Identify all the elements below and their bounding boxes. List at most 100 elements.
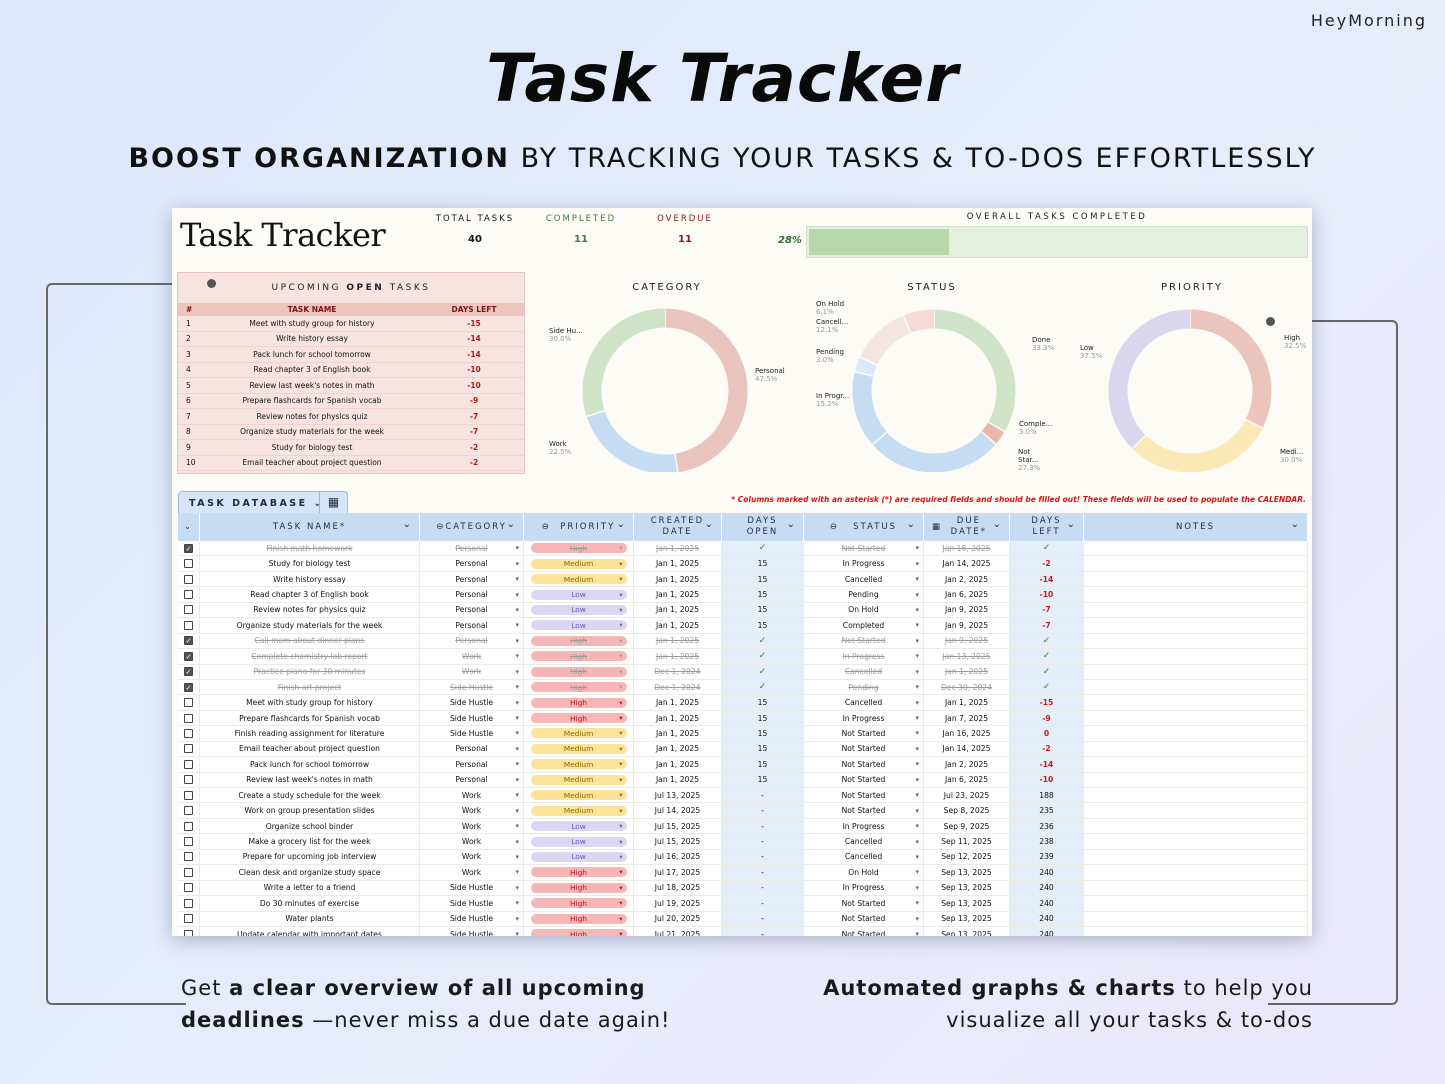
status-select[interactable]: Not Started [804, 726, 924, 741]
row-checkbox[interactable]: ✓ [184, 651, 193, 661]
notes-cell[interactable] [1084, 710, 1308, 726]
category-select[interactable]: Work [420, 803, 524, 818]
task-name-cell[interactable]: Make a grocery list for the week [200, 834, 420, 849]
status-select[interactable]: Not Started [804, 911, 924, 926]
category-select[interactable]: Side Hustle [420, 679, 524, 695]
category-select[interactable]: Side Hustle [420, 926, 524, 936]
priority-select[interactable]: Low [530, 620, 627, 631]
created-date-cell[interactable]: Jan 1, 2025 [634, 710, 722, 726]
notes-cell[interactable] [1084, 880, 1308, 896]
priority-select[interactable]: Low [530, 836, 627, 847]
task-name-cell[interactable]: Review notes for physics quiz [200, 602, 420, 618]
tab-task-database[interactable]: TASK DATABASE ⌄ ▦ [178, 491, 348, 513]
row-checkbox[interactable] [184, 759, 193, 769]
notes-cell[interactable] [1084, 587, 1308, 602]
task-name-cell[interactable]: Study for biology test [200, 556, 420, 571]
status-select[interactable]: Not Started [804, 741, 924, 757]
category-select[interactable]: Personal [420, 757, 524, 772]
due-date-cell[interactable]: Sep 8, 2025 [924, 803, 1010, 818]
header-priority[interactable]: ⊖ PRIORITY [524, 513, 634, 541]
row-checkbox[interactable] [184, 559, 193, 569]
due-date-cell[interactable]: Sep 13, 2025 [924, 880, 1010, 896]
status-select[interactable]: In Progress [804, 880, 924, 896]
row-checkbox[interactable] [184, 867, 193, 877]
created-date-cell[interactable]: Jul 14, 2025 [634, 803, 722, 818]
priority-select[interactable]: Medium [530, 574, 627, 585]
due-date-cell[interactable]: Sep 11, 2025 [924, 834, 1010, 849]
status-select[interactable]: On Hold [804, 602, 924, 618]
header-due-date[interactable]: ▦ DUE DATE* [924, 513, 1010, 541]
priority-select[interactable]: High [530, 913, 627, 924]
task-name-cell[interactable]: Read chapter 3 of English book [200, 587, 420, 602]
row-checkbox[interactable] [184, 744, 193, 754]
category-select[interactable]: Work [420, 649, 524, 664]
row-checkbox[interactable] [184, 574, 193, 584]
status-select[interactable]: Cancelled [804, 571, 924, 587]
notes-cell[interactable] [1084, 926, 1308, 936]
status-select[interactable]: Pending [804, 679, 924, 695]
status-select[interactable]: Not Started [804, 788, 924, 803]
category-select[interactable]: Personal [420, 556, 524, 571]
priority-select[interactable]: High [530, 898, 627, 909]
priority-select[interactable]: High [530, 651, 627, 662]
due-date-cell[interactable]: Jan 16, 2025 [924, 541, 1010, 556]
created-date-cell[interactable]: Dec 1, 2024 [634, 664, 722, 679]
priority-select[interactable]: Medium [530, 790, 627, 801]
priority-select[interactable]: High [530, 713, 627, 724]
notes-cell[interactable] [1084, 649, 1308, 664]
priority-select[interactable]: High [530, 666, 627, 677]
due-date-cell[interactable]: Jan 13, 2025 [924, 649, 1010, 664]
status-select[interactable]: Cancelled [804, 849, 924, 865]
category-select[interactable]: Side Hustle [420, 896, 524, 911]
due-date-cell[interactable]: Sep 12, 2025 [924, 849, 1010, 865]
created-date-cell[interactable]: Jul 13, 2025 [634, 788, 722, 803]
category-select[interactable]: Personal [420, 633, 524, 649]
header-status[interactable]: ⊖ STATUS [804, 513, 924, 541]
task-name-cell[interactable]: Complete chemistry lab report [200, 649, 420, 664]
notes-cell[interactable] [1084, 757, 1308, 772]
task-name-cell[interactable]: Pack lunch for school tomorrow [200, 757, 420, 772]
status-select[interactable]: Not Started [804, 896, 924, 911]
category-select[interactable]: Work [420, 849, 524, 865]
due-date-cell[interactable]: Sep 13, 2025 [924, 896, 1010, 911]
row-checkbox[interactable] [184, 821, 193, 831]
created-date-cell[interactable]: Jan 1, 2025 [634, 695, 722, 710]
due-date-cell[interactable]: Dec 30, 2024 [924, 679, 1010, 695]
priority-select[interactable]: High [530, 543, 627, 554]
header-category[interactable]: ⊖ CATEGORY [420, 513, 524, 541]
row-checkbox[interactable] [184, 620, 193, 630]
row-checkbox[interactable]: ✓ [184, 636, 193, 646]
task-name-cell[interactable]: Practice piano for 30 minutes [200, 664, 420, 679]
category-select[interactable]: Work [420, 664, 524, 679]
task-name-cell[interactable]: Clean desk and organize study space [200, 865, 420, 880]
created-date-cell[interactable]: Jan 1, 2025 [634, 772, 722, 787]
row-checkbox[interactable]: ✓ [184, 682, 193, 692]
notes-cell[interactable] [1084, 741, 1308, 757]
created-date-cell[interactable]: Jul 15, 2025 [634, 834, 722, 849]
header-task-name[interactable]: TASK NAME* [200, 513, 420, 541]
task-name-cell[interactable]: Organize study materials for the week [200, 618, 420, 633]
task-name-cell[interactable]: Finish reading assignment for literature [200, 726, 420, 741]
due-date-cell[interactable]: Jan 2, 2025 [924, 571, 1010, 587]
header-days-left[interactable]: DAYS LEFT [1010, 513, 1084, 541]
notes-cell[interactable] [1084, 772, 1308, 787]
row-checkbox[interactable] [184, 914, 193, 924]
row-checkbox[interactable] [184, 728, 193, 738]
row-checkbox[interactable] [184, 590, 193, 600]
task-name-cell[interactable]: Do 30 minutes of exercise [200, 896, 420, 911]
notes-cell[interactable] [1084, 571, 1308, 587]
task-name-cell[interactable]: Write history essay [200, 571, 420, 587]
notes-cell[interactable] [1084, 834, 1308, 849]
priority-select[interactable]: Medium [530, 805, 627, 816]
priority-select[interactable]: Medium [530, 743, 627, 754]
notes-cell[interactable] [1084, 679, 1308, 695]
created-date-cell[interactable]: Jul 18, 2025 [634, 880, 722, 896]
task-name-cell[interactable]: Prepare for upcoming job interview [200, 849, 420, 865]
due-date-cell[interactable]: Sep 13, 2025 [924, 865, 1010, 880]
priority-select[interactable]: Low [530, 821, 627, 832]
due-date-cell[interactable]: Jan 6, 2025 [924, 587, 1010, 602]
due-date-cell[interactable]: Jan 16, 2025 [924, 726, 1010, 741]
task-name-cell[interactable]: Prepare flashcards for Spanish vocab [200, 710, 420, 726]
task-name-cell[interactable]: Write a letter to a friend [200, 880, 420, 896]
priority-select[interactable]: Medium [530, 759, 627, 770]
